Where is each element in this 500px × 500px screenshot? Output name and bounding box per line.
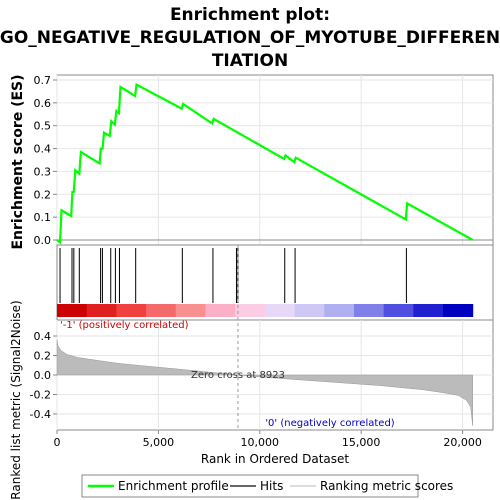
ranked-y-tick-label: -0.4: [30, 408, 51, 421]
es-y-tick-label: 0.4: [34, 143, 52, 156]
plot-title-line-1: Enrichment plot:: [170, 5, 330, 25]
colorbar-segment: [324, 304, 355, 317]
colorbar-segment: [294, 304, 325, 317]
positive-correlation-label: '-1' (positively correlated): [60, 320, 189, 331]
ranked-x-axis: 0 5,000 10,000 15,000 20,000: [54, 430, 482, 449]
es-y-axis-label: Enrichment score (ES): [10, 74, 26, 249]
es-y-tick-label: 0.6: [34, 97, 52, 110]
es-y-tick-label: 0.1: [34, 211, 52, 224]
ranked-y-axis: 0.4 0.2 0.0 -0.2 -0.4: [30, 330, 57, 421]
ranked-y-tick-label: 0.4: [34, 330, 52, 343]
colorbar-segment: [57, 304, 88, 317]
ranked-x-tick-label: 15,000: [342, 436, 381, 449]
colorbar-segment: [383, 304, 414, 317]
colorbar-segment: [413, 304, 444, 317]
colorbar-segment: [175, 304, 206, 317]
colorbar-segment: [86, 304, 117, 317]
rank-colorbar: [57, 304, 474, 317]
colorbar-segment: [116, 304, 147, 317]
ranked-x-axis-label: Rank in Ordered Dataset: [201, 452, 349, 466]
ranking-metric-area: [56, 339, 473, 426]
ranked-y-tick-label: 0.0: [34, 369, 52, 382]
legend-label-ranking: Ranking metric scores: [320, 479, 453, 493]
plot-title-line-2: GO_NEGATIVE_REGULATION_OF_MYOTUBE_DIFFER…: [0, 28, 500, 48]
colorbar-segment: [235, 304, 266, 317]
es-y-tick-label: 0.5: [34, 120, 52, 133]
ranked-x-tick-label: 10,000: [241, 436, 280, 449]
ranked-y-tick-label: -0.2: [30, 389, 51, 402]
es-y-tick-label: 0.0: [34, 234, 52, 247]
es-y-tick-label: 0.7: [34, 74, 52, 87]
negative-correlation-label: '0' (negatively correlated): [265, 418, 394, 429]
es-y-tick-label: 0.2: [34, 188, 52, 201]
colorbar-segment: [146, 304, 177, 317]
colorbar-segment: [264, 304, 296, 317]
colorbar-segment: [443, 304, 474, 317]
es-grid: [56, 75, 493, 245]
zero-cross-label: Zero cross at 8923: [191, 370, 285, 381]
colorbar-segment: [205, 304, 236, 317]
es-panel-frame: [56, 74, 494, 246]
es-y-tick-label: 0.3: [34, 165, 52, 178]
plot-title-line-3: TIATION: [212, 51, 288, 71]
legend-label-hits: Hits: [260, 479, 283, 493]
es-y-axis: 0.0 0.1 0.2 0.3 0.4 0.5 0.6 0.7: [34, 74, 57, 247]
ranked-x-tick-label: 5,000: [143, 436, 175, 449]
ranked-x-tick-label: 0: [54, 436, 61, 449]
enrichment-profile-line: [56, 82, 474, 245]
ranked-y-axis-label: Ranked list metric (Signal2Noise): [9, 300, 23, 499]
colorbar-segment: [353, 304, 385, 317]
legend-label-enrichment: Enrichment profile: [118, 479, 229, 493]
ranked-y-tick-label: 0.2: [34, 350, 52, 363]
ranked-x-tick-label: 20,000: [443, 436, 482, 449]
